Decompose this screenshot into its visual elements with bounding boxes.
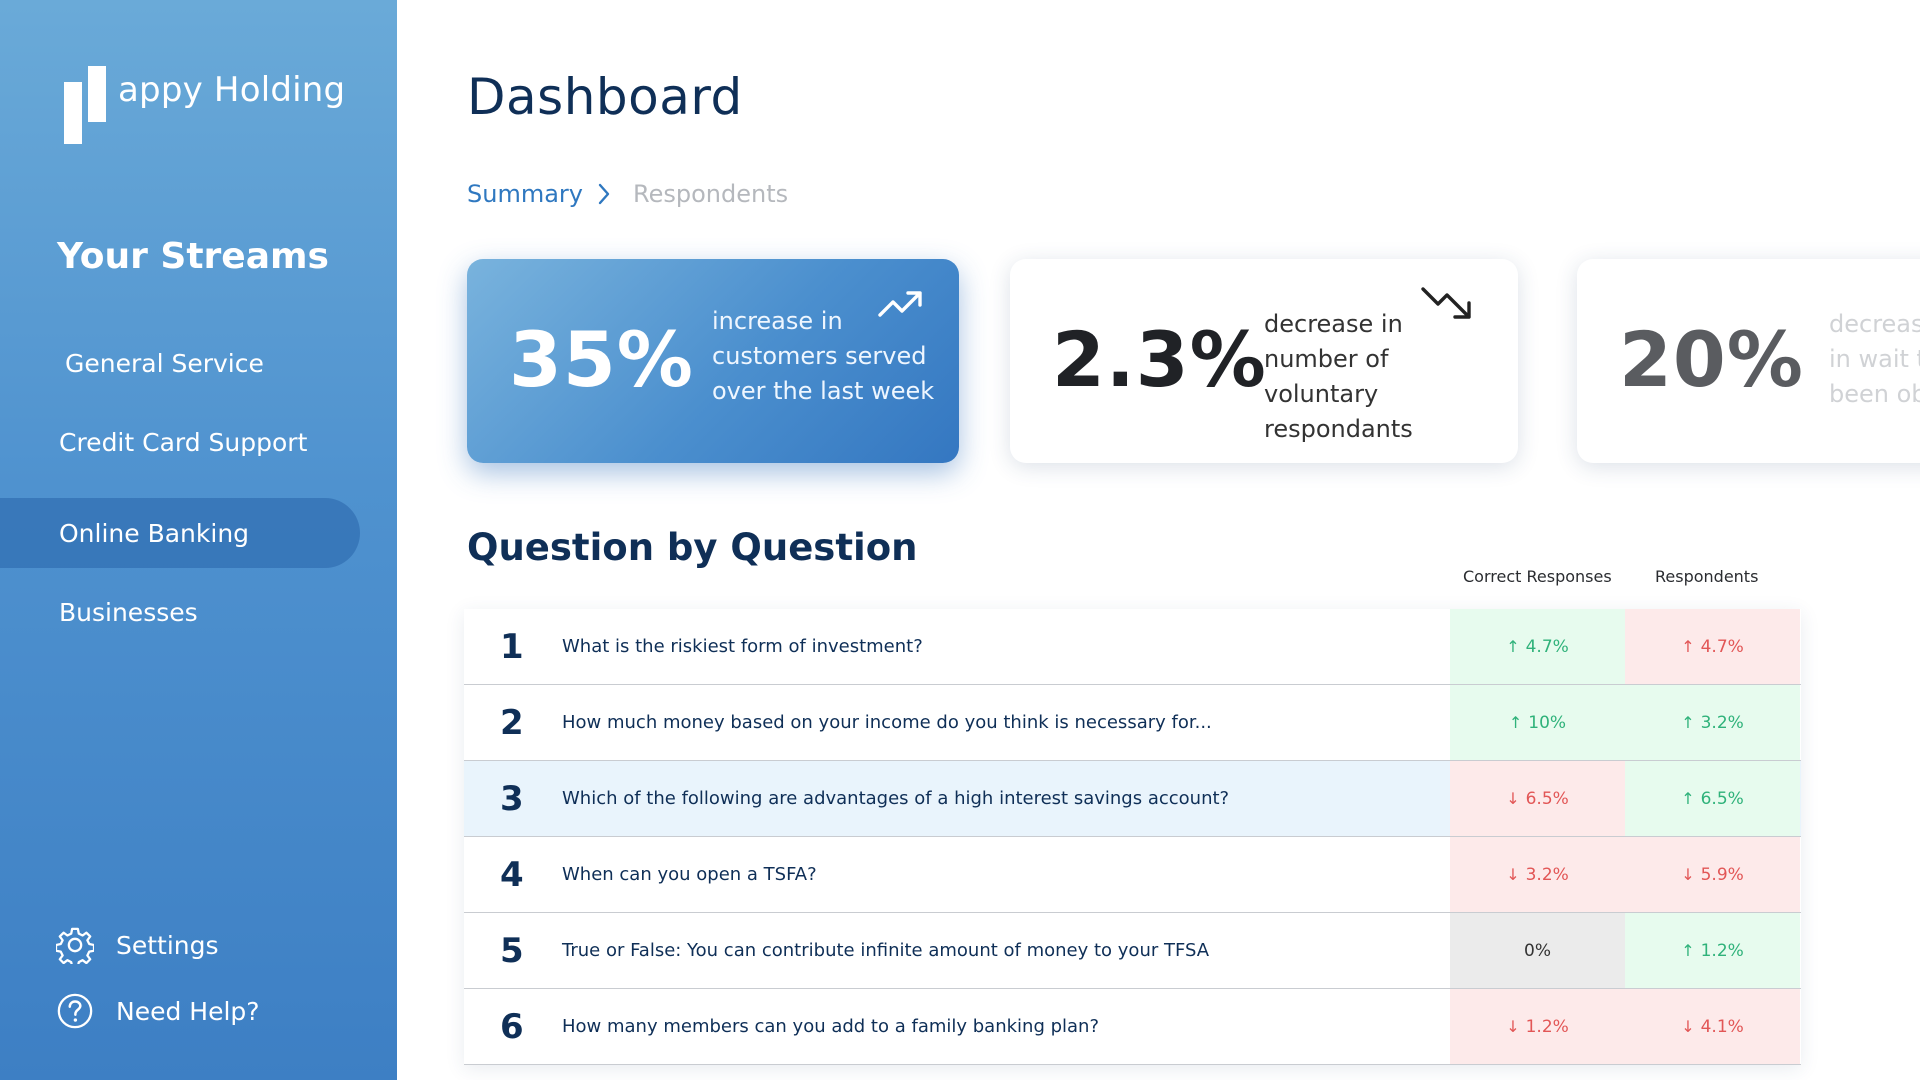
respondents-cell: ↑ 4.7% — [1625, 609, 1800, 684]
arrow-down-icon: ↓ — [1506, 789, 1520, 808]
help-icon — [57, 993, 93, 1029]
arrow-down-icon: ↓ — [1681, 865, 1695, 884]
change-value: 3.2% — [1700, 712, 1744, 733]
arrow-down-icon: ↓ — [1506, 1017, 1520, 1036]
arrow-up-icon: ↑ — [1681, 637, 1695, 656]
chevron-right-icon — [598, 183, 610, 205]
stat-card-voluntary-respondants[interactable]: 2.3% decrease in number of voluntary res… — [1010, 259, 1518, 463]
table-row[interactable]: 2 How much money based on your income do … — [464, 685, 1801, 761]
table-row[interactable]: 3 Which of the following are advantages o… — [464, 761, 1801, 837]
correct-responses-cell: ↓ 6.5% — [1450, 761, 1625, 836]
correct-responses-cell: ↑ 4.7% — [1450, 609, 1625, 684]
table-row[interactable]: 1 What is the riskiest form of investment… — [464, 609, 1801, 685]
change-value: 4.1% — [1700, 1016, 1744, 1037]
breadcrumb: Summary Respondents — [467, 180, 788, 208]
table-row[interactable]: 4 When can you open a TSFA? ↓ 3.2% ↓ 5.9% — [464, 837, 1801, 913]
sidebar-item-label: Credit Card Support — [59, 427, 308, 457]
correct-responses-cell: ↑ 10% — [1450, 685, 1625, 760]
streams-title: Your Streams — [57, 236, 329, 277]
respondents-cell: ↓ 4.1% — [1625, 989, 1800, 1064]
trending-up-icon — [878, 291, 922, 317]
correct-responses-cell: 0% — [1450, 913, 1625, 988]
sidebar-item-label: General Service — [65, 348, 264, 378]
respondents-cell: ↑ 6.5% — [1625, 761, 1800, 836]
settings-label: Settings — [116, 930, 219, 960]
settings-link[interactable]: Settings — [56, 926, 219, 964]
arrow-up-icon: ↑ — [1681, 713, 1695, 732]
change-value: 4.7% — [1700, 636, 1744, 657]
question-number: 2 — [500, 702, 524, 743]
breadcrumb-respondents[interactable]: Respondents — [632, 180, 789, 208]
stat-description: increase in customers served over the la… — [712, 307, 935, 405]
stat-description: decrease in number of voluntary responda… — [1264, 310, 1413, 443]
stat-value: 2.3% — [1052, 315, 1267, 404]
table-row[interactable]: 6 How many members can you add to a famil… — [464, 989, 1801, 1065]
question-number: 4 — [500, 854, 524, 895]
change-value: 10% — [1528, 712, 1567, 733]
help-link[interactable]: Need Help? — [56, 992, 260, 1030]
arrow-down-icon: ↓ — [1506, 865, 1520, 884]
sidebar-item-credit-card-support[interactable]: Credit Card Support — [0, 407, 360, 477]
section-title: Question by Question — [467, 526, 918, 569]
question-number: 6 — [500, 1006, 524, 1047]
question-number: 3 — [500, 778, 524, 819]
sidebar-item-label: Online Banking — [59, 518, 250, 548]
stat-description: decreas in wait t been ob — [1829, 310, 1920, 408]
respondents-cell: ↓ 5.9% — [1625, 837, 1800, 912]
sidebar-item-businesses[interactable]: Businesses — [0, 577, 360, 647]
trending-down-icon — [1421, 287, 1471, 319]
respondents-cell: ↑ 1.2% — [1625, 913, 1800, 988]
sidebar: appy Holding Your Streams General Servic… — [0, 0, 397, 1080]
brand-logo[interactable]: appy Holding — [64, 66, 345, 144]
arrow-up-icon: ↑ — [1681, 941, 1695, 960]
change-value: 6.5% — [1700, 788, 1744, 809]
correct-responses-cell: ↓ 3.2% — [1450, 837, 1625, 912]
question-number: 5 — [500, 930, 524, 971]
questions-table: 1 What is the riskiest form of investment… — [464, 609, 1801, 1065]
brand-name: appy Holding — [118, 70, 346, 110]
question-text: What is the riskiest form of investment? — [562, 636, 923, 657]
gear-icon — [56, 927, 94, 964]
column-header-correct-responses: Correct Responses — [1463, 567, 1612, 586]
breadcrumb-summary[interactable]: Summary — [467, 180, 583, 208]
change-value: 4.7% — [1525, 636, 1569, 657]
page-title: Dashboard — [467, 68, 743, 126]
arrow-up-icon: ↑ — [1508, 713, 1523, 732]
change-value: 6.5% — [1525, 788, 1569, 809]
help-label: Need Help? — [116, 996, 260, 1026]
question-text: True or False: You can contribute infini… — [562, 940, 1210, 961]
change-value: 5.9% — [1700, 864, 1744, 885]
change-value: 0% — [1524, 940, 1551, 961]
stat-value: 20% — [1619, 315, 1804, 404]
stat-card-customers-served[interactable]: 35% increase in customers served over th… — [467, 259, 959, 463]
sidebar-item-general-service[interactable]: General Service — [0, 328, 360, 398]
sidebar-item-online-banking[interactable]: Online Banking — [0, 498, 360, 568]
question-number: 1 — [500, 626, 524, 667]
question-text: How many members can you add to a family… — [562, 1016, 1100, 1037]
logo-mark-icon — [64, 66, 108, 144]
question-text: Which of the following are advantages of… — [562, 788, 1230, 809]
arrow-up-icon: ↑ — [1506, 637, 1520, 656]
correct-responses-cell: ↓ 1.2% — [1450, 989, 1625, 1064]
table-row[interactable]: 5 True or False: You can contribute infin… — [464, 913, 1801, 989]
stat-value: 35% — [509, 315, 694, 404]
question-text: When can you open a TSFA? — [562, 864, 817, 885]
change-value: 3.2% — [1525, 864, 1569, 885]
respondents-cell: ↑ 3.2% — [1625, 685, 1800, 760]
sidebar-item-label: Businesses — [59, 597, 198, 627]
arrow-up-icon: ↑ — [1681, 789, 1695, 808]
question-text: How much money based on your income do y… — [562, 712, 1212, 733]
stat-card-wait-time[interactable]: 20% decreas in wait t been ob — [1577, 259, 1920, 463]
arrow-down-icon: ↓ — [1681, 1017, 1695, 1036]
column-header-respondents: Respondents — [1655, 567, 1759, 586]
change-value: 1.2% — [1700, 940, 1744, 961]
change-value: 1.2% — [1525, 1016, 1569, 1037]
